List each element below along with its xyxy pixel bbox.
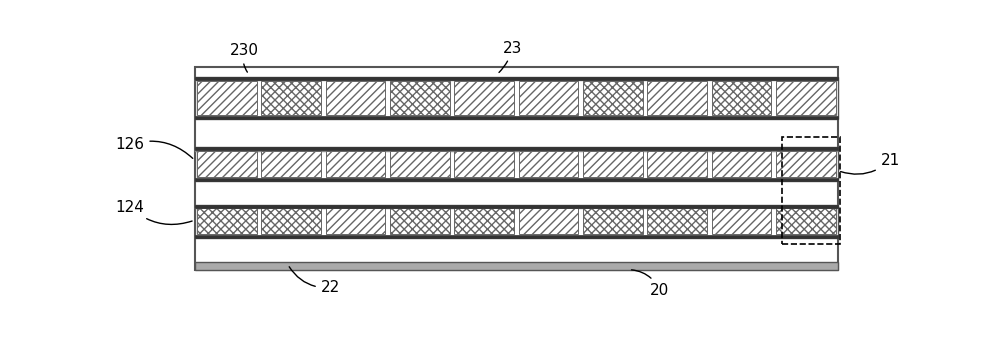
Bar: [454, 81, 514, 115]
Bar: [197, 151, 257, 177]
Bar: [195, 147, 838, 150]
Bar: [390, 81, 450, 115]
Bar: [519, 209, 578, 235]
Text: 22: 22: [289, 267, 340, 295]
Bar: [195, 178, 838, 181]
Text: 21: 21: [841, 153, 900, 174]
Bar: [712, 151, 771, 177]
Bar: [261, 151, 321, 177]
Bar: [390, 151, 450, 177]
Bar: [195, 150, 838, 152]
Bar: [195, 235, 838, 238]
Bar: [326, 209, 385, 235]
Bar: [519, 81, 578, 115]
Bar: [782, 137, 840, 244]
Text: 126: 126: [115, 137, 193, 159]
Bar: [195, 262, 838, 270]
Bar: [583, 151, 643, 177]
Bar: [261, 81, 321, 115]
Bar: [712, 81, 771, 115]
Bar: [390, 209, 450, 235]
Bar: [647, 209, 707, 235]
Bar: [195, 208, 838, 209]
Bar: [326, 151, 385, 177]
Bar: [195, 77, 838, 119]
Bar: [712, 209, 771, 235]
Text: 124: 124: [116, 200, 192, 224]
Bar: [195, 77, 838, 80]
Bar: [519, 151, 578, 177]
Bar: [195, 116, 838, 119]
Bar: [647, 151, 707, 177]
Bar: [195, 67, 838, 270]
Bar: [776, 151, 836, 177]
Bar: [647, 81, 707, 115]
Bar: [776, 81, 836, 115]
Bar: [197, 81, 257, 115]
Bar: [195, 204, 838, 208]
Bar: [195, 147, 838, 181]
Bar: [454, 209, 514, 235]
Bar: [197, 209, 257, 235]
Text: 20: 20: [632, 270, 669, 298]
Bar: [195, 204, 838, 238]
Bar: [583, 81, 643, 115]
Bar: [776, 209, 836, 235]
Bar: [261, 209, 321, 235]
Bar: [326, 81, 385, 115]
Bar: [454, 151, 514, 177]
Bar: [583, 209, 643, 235]
Text: 230: 230: [230, 44, 259, 72]
Bar: [195, 80, 838, 81]
Text: 23: 23: [499, 41, 522, 72]
